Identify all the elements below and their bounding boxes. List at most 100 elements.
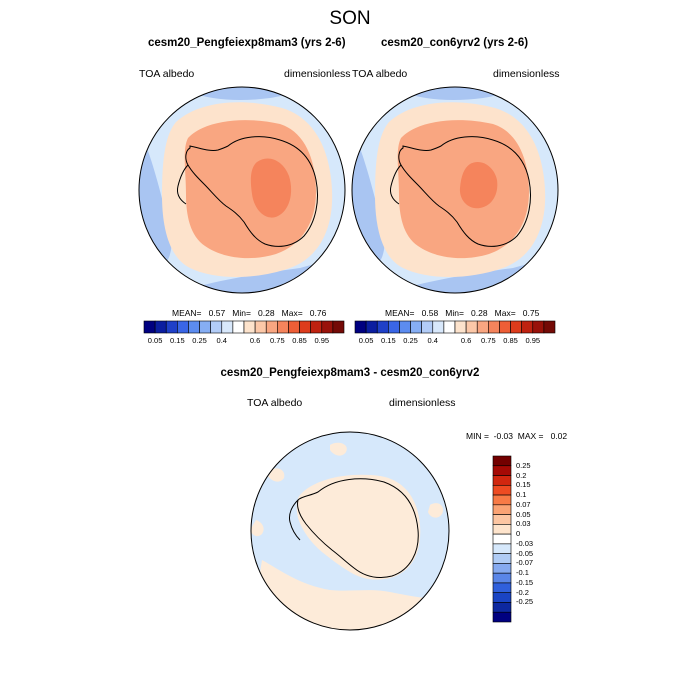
diff-colorbar-swatch	[492, 611, 512, 623]
diff-colorbar-swatch	[492, 455, 512, 467]
panel2-land-high	[459, 161, 498, 209]
diff-peninsula	[289, 499, 301, 541]
diff-colorbar-swatch	[492, 592, 512, 603]
diff-colorbar-tick-label: 0.03	[516, 519, 531, 529]
panel1-mean-label: MEAN=	[172, 308, 202, 318]
panel2-peninsula	[390, 164, 402, 205]
panel1-stats: MEAN= 0.57 Min= 0.28 Max= 0.76	[172, 308, 326, 318]
diff-colorbar-swatch	[492, 582, 512, 594]
panel1-colorbar-tick-label: 0.6	[249, 336, 261, 345]
diff-colorbar-tick-label: 0.1	[516, 490, 527, 500]
diff-units-label: dimensionless	[389, 397, 456, 409]
panel2-units-label: dimensionless	[493, 68, 560, 80]
diff-patch-north	[330, 442, 347, 456]
panel2-colorbar-tick-label: 0.85	[503, 336, 518, 345]
panel1-max-label: Max=	[281, 308, 303, 318]
diff-colorbar-tick-label: 0.25	[516, 460, 531, 470]
panel2-min-label: Min=	[445, 308, 464, 318]
diff-min-label: MIN =	[466, 431, 489, 441]
diff-panel-title: cesm20_Pengfeiexp8mam3 - cesm20_con6yrv2	[220, 367, 480, 379]
panel1-colorbar-tick-label: 0.95	[314, 336, 330, 345]
panel1-colorbar-swatch	[332, 320, 345, 334]
panel1-colorbar-tick-label: 0.85	[292, 336, 307, 345]
panel1-map-border	[138, 86, 346, 294]
diff-colorbar-tick-label: 0.2	[516, 470, 527, 480]
panel2-colorbar-tick-label: 0.05	[358, 336, 374, 345]
panel1-colorbar-tick-label: 0.05	[147, 336, 163, 345]
panel2-colorbar-tick-label: 0.6	[460, 336, 472, 345]
diff-colorbar-swatch	[492, 484, 512, 496]
diff-colorbar-swatch	[492, 475, 512, 486]
diff-min-value: -0.03	[493, 431, 514, 441]
panel2-min-value: 0.28	[471, 308, 488, 318]
panel1-min-value: 0.28	[258, 308, 275, 318]
season-title: SON	[329, 8, 371, 29]
diff-colorbar-swatch	[492, 553, 512, 564]
panel2-variable-label: TOA albedo	[352, 68, 408, 80]
panel2-colorbar-tick-label: 0.15	[381, 336, 396, 345]
diff-coastline	[297, 478, 419, 579]
diff-colorbar-tick-label: -0.2	[516, 587, 529, 597]
panel2-colorbar-tick-label: 0.4	[427, 336, 438, 345]
diff-max-label: MAX =	[517, 431, 544, 441]
diff-colorbar-tick-label: -0.03	[516, 538, 534, 548]
panel2-colorbar-tick-label: 0.95	[525, 336, 541, 345]
diff-max-value: 0.02	[550, 431, 568, 441]
panel2-max-label: Max=	[494, 308, 516, 318]
panel1-units-label: dimensionless	[284, 68, 351, 80]
diff-colorbar-swatch	[492, 524, 512, 535]
panel1-land-high	[250, 158, 292, 218]
diff-colorbar-tick-label: -0.07	[516, 558, 534, 568]
diff-colorbar-swatch	[492, 602, 512, 613]
panel2-mean-value: 0.58	[421, 308, 439, 318]
diff-map-border	[250, 431, 450, 631]
panel1-colorbar-tick-label: 0.15	[170, 336, 185, 345]
diff-patch-west	[251, 520, 264, 537]
diff-colorbar-tick-label: -0.15	[516, 577, 534, 587]
panel1-ocean-blue-north	[190, 87, 300, 100]
panel1-colorbar-tick-label: 0.4	[216, 336, 227, 345]
panel1-title: cesm20_Pengfeiexp8mam3 (yrs 2-6)	[148, 37, 346, 49]
panel2-ocean-blue-north	[403, 87, 513, 100]
panel1-coastline	[185, 136, 318, 247]
panel1-variable-label: TOA albedo	[139, 68, 195, 80]
diff-patch-northwest	[268, 468, 285, 482]
panel2-colorbar-swatch	[543, 320, 556, 334]
diff-land-positive	[296, 474, 421, 580]
diff-colorbar-swatch	[492, 465, 512, 476]
diff-minmax: MIN = -0.03 MAX = 0.02	[466, 431, 567, 441]
diff-colorbar-swatch	[492, 563, 512, 574]
diff-colorbar-tick-label: 0.07	[516, 499, 531, 509]
diff-colorbar-swatch	[492, 514, 512, 525]
panel1-max-value: 0.76	[309, 308, 327, 318]
panel1-colorbar-tick-label: 0.75	[270, 336, 285, 345]
panel1-colorbar-tick-label: 0.25	[192, 336, 207, 345]
panel1-land-mid	[184, 120, 316, 259]
panel2-map-border	[351, 86, 559, 294]
diff-colorbar-tick-label: 0.05	[516, 509, 531, 519]
panel2-max-value: 0.75	[522, 308, 540, 318]
diff-colorbar-tick-label: -0.1	[516, 568, 529, 578]
panel2-title: cesm20_con6yrv2 (yrs 2-6)	[381, 37, 529, 49]
panel1-min-label: Min=	[232, 308, 251, 318]
panel2-mean-label: MEAN=	[385, 308, 415, 318]
diff-colorbar-tick-label: -0.05	[516, 548, 534, 558]
panel1-mean-value: 0.57	[208, 308, 226, 318]
diff-patch-east	[428, 503, 444, 518]
diff-colorbar-swatch	[492, 533, 512, 545]
diff-colorbar-swatch	[492, 504, 512, 515]
diff-variable-label: TOA albedo	[247, 397, 303, 409]
panel2-coastline	[398, 136, 531, 247]
diff-colorbar-swatch	[492, 543, 512, 554]
diff-colorbar-tick-label: -0.25	[516, 597, 534, 607]
panel2-colorbar-tick-label: 0.75	[481, 336, 496, 345]
panel2-colorbar-tick-label: 0.25	[403, 336, 418, 345]
diff-colorbar-swatch	[492, 494, 512, 506]
panel2-stats: MEAN= 0.58 Min= 0.28 Max= 0.75	[385, 308, 539, 318]
